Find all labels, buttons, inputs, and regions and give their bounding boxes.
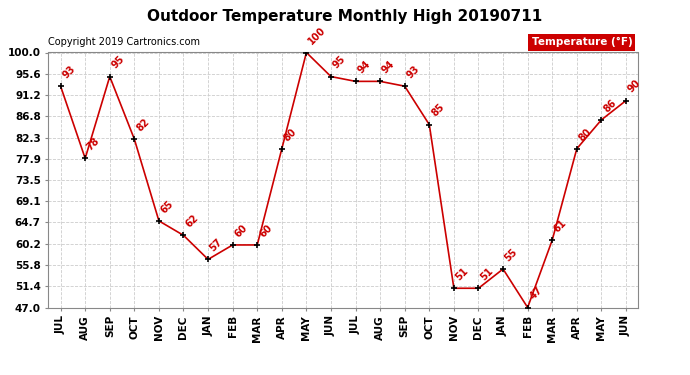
Text: 61: 61: [552, 218, 569, 234]
Text: 57: 57: [208, 237, 225, 254]
Text: 95: 95: [110, 54, 126, 71]
Text: 93: 93: [61, 64, 77, 80]
Text: 82: 82: [135, 117, 151, 134]
Text: 93: 93: [405, 64, 422, 80]
Text: 47: 47: [528, 285, 544, 302]
Text: 94: 94: [380, 59, 397, 76]
Text: Outdoor Temperature Monthly High 20190711: Outdoor Temperature Monthly High 2019071…: [148, 9, 542, 24]
Text: 85: 85: [429, 102, 446, 119]
Text: 100: 100: [306, 26, 328, 47]
Text: 51: 51: [454, 266, 471, 282]
Text: 60: 60: [257, 222, 274, 239]
Text: 80: 80: [282, 126, 299, 143]
Text: 51: 51: [478, 266, 495, 282]
Text: 80: 80: [577, 126, 593, 143]
Text: 55: 55: [503, 247, 520, 263]
Text: 78: 78: [85, 136, 102, 153]
Text: 65: 65: [159, 198, 175, 215]
Text: 60: 60: [233, 222, 249, 239]
Text: 62: 62: [184, 213, 200, 230]
Text: 86: 86: [602, 98, 618, 114]
Text: 95: 95: [331, 54, 348, 71]
Text: Copyright 2019 Cartronics.com: Copyright 2019 Cartronics.com: [48, 38, 200, 47]
Text: 90: 90: [626, 78, 642, 95]
Text: 94: 94: [355, 59, 372, 76]
Text: Temperature (°F): Temperature (°F): [531, 38, 632, 47]
